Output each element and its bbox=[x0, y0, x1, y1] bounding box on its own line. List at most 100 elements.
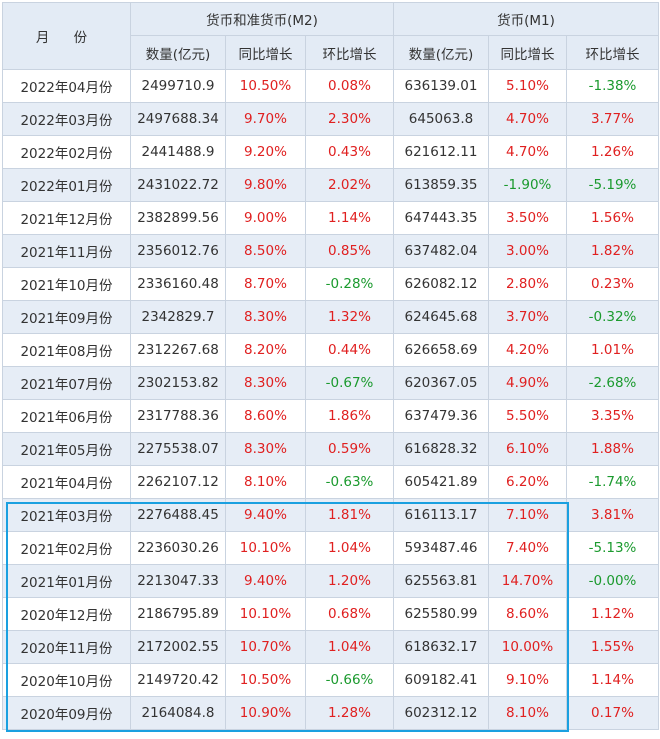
m2-mom-cell: 0.43% bbox=[305, 135, 394, 169]
m1-amount-cell: 620367.05 bbox=[393, 366, 489, 400]
m1-mom-cell: -0.00% bbox=[566, 564, 659, 598]
m1-mom-cell: 3.81% bbox=[566, 498, 659, 532]
m1-mom-cell: 1.26% bbox=[566, 135, 659, 169]
m2-mom-cell: 1.86% bbox=[305, 399, 394, 433]
m1-yoy-cell: 4.70% bbox=[488, 102, 567, 136]
m2-amount-cell: 2164084.8 bbox=[130, 696, 226, 730]
m2-mom-cell: 0.08% bbox=[305, 69, 394, 103]
month-cell: 2021年09月份 bbox=[2, 300, 131, 334]
table-row: 2021年11月份 2356012.76 8.50% 0.85% 637482.04 3.… bbox=[2, 234, 659, 268]
m2-yoy-cell: 8.10% bbox=[225, 465, 306, 499]
m2-amount-cell: 2172002.55 bbox=[130, 630, 226, 664]
table-row: 2020年12月份 2186795.89 10.10% 0.68% 625580.99 8… bbox=[2, 597, 659, 631]
m2-amount-cell: 2336160.48 bbox=[130, 267, 226, 301]
m2-amount-cell: 2497688.34 bbox=[130, 102, 226, 136]
m1-mom-cell: -1.74% bbox=[566, 465, 659, 499]
m1-amount-cell: 609182.41 bbox=[393, 663, 489, 697]
m2-mom-cell: 1.28% bbox=[305, 696, 394, 730]
table-row: 2022年02月份 2441488.9 9.20% 0.43% 621612.11 4.7… bbox=[2, 135, 659, 169]
m1-amount-cell: 618632.17 bbox=[393, 630, 489, 664]
m1-yoy-cell: 5.10% bbox=[488, 69, 567, 103]
m2-yoy-cell: 8.50% bbox=[225, 234, 306, 268]
table-row: 2021年03月份 2276488.45 9.40% 1.81% 616113.17 7.… bbox=[2, 498, 659, 532]
m1-mom-cell: 3.35% bbox=[566, 399, 659, 433]
table-row: 2021年08月份 2312267.68 8.20% 0.44% 626658.69 4.… bbox=[2, 333, 659, 367]
m1-mom-cell: 1.56% bbox=[566, 201, 659, 235]
m2-amount-cell: 2262107.12 bbox=[130, 465, 226, 499]
m1-yoy-header: 同比增长 bbox=[488, 35, 567, 70]
m2-amount-cell: 2312267.68 bbox=[130, 333, 226, 367]
table-row: 2021年04月份 2262107.12 8.10% -0.63% 605421.89 6… bbox=[2, 465, 659, 499]
m2-amount-header: 数量(亿元) bbox=[130, 35, 226, 70]
m1-yoy-cell: 4.90% bbox=[488, 366, 567, 400]
m2-yoy-cell: 10.70% bbox=[225, 630, 306, 664]
month-cell: 2021年02月份 bbox=[2, 531, 131, 565]
m1-mom-cell: -1.38% bbox=[566, 69, 659, 103]
m2-yoy-cell: 9.40% bbox=[225, 564, 306, 598]
table-row: 2021年01月份 2213047.33 9.40% 1.20% 625563.81 14… bbox=[2, 564, 659, 598]
month-cell: 2021年04月份 bbox=[2, 465, 131, 499]
m2-yoy-cell: 9.00% bbox=[225, 201, 306, 235]
m1-yoy-cell: 3.70% bbox=[488, 300, 567, 334]
m1-mom-cell: 1.01% bbox=[566, 333, 659, 367]
table-header: 月 份 货币和准货币(M2) 货币(M1) 数量(亿元) 同比增长 环比增长 数… bbox=[2, 2, 659, 70]
m1-yoy-cell: 6.20% bbox=[488, 465, 567, 499]
m1-yoy-cell: 8.10% bbox=[488, 696, 567, 730]
month-cell: 2021年12月份 bbox=[2, 201, 131, 235]
month-cell: 2021年05月份 bbox=[2, 432, 131, 466]
table-row: 2021年10月份 2336160.48 8.70% -0.28% 626082.12 2… bbox=[2, 267, 659, 301]
table-row: 2021年02月份 2236030.26 10.10% 1.04% 593487.46 7… bbox=[2, 531, 659, 565]
month-column-header: 月 份 bbox=[2, 2, 131, 70]
m1-yoy-cell: 9.10% bbox=[488, 663, 567, 697]
m2-yoy-cell: 10.10% bbox=[225, 597, 306, 631]
m2-mom-cell: 2.30% bbox=[305, 102, 394, 136]
m2-mom-cell: 0.68% bbox=[305, 597, 394, 631]
table-row: 2021年05月份 2275538.07 8.30% 0.59% 616828.32 6.… bbox=[2, 432, 659, 466]
m1-amount-cell: 602312.12 bbox=[393, 696, 489, 730]
month-cell: 2020年09月份 bbox=[2, 696, 131, 730]
m1-yoy-cell: 8.60% bbox=[488, 597, 567, 631]
month-cell: 2022年04月份 bbox=[2, 69, 131, 103]
m2-mom-header: 环比增长 bbox=[305, 35, 394, 70]
m2-mom-cell: 1.14% bbox=[305, 201, 394, 235]
m1-mom-header: 环比增长 bbox=[566, 35, 659, 70]
m2-amount-cell: 2276488.45 bbox=[130, 498, 226, 532]
m2-yoy-cell: 8.60% bbox=[225, 399, 306, 433]
m2-amount-cell: 2382899.56 bbox=[130, 201, 226, 235]
m1-mom-cell: 1.55% bbox=[566, 630, 659, 664]
table-body: 2022年04月份 2499710.9 10.50% 0.08% 636139.01 5.… bbox=[2, 69, 659, 730]
m1-amount-cell: 624645.68 bbox=[393, 300, 489, 334]
m1-amount-cell: 626082.12 bbox=[393, 267, 489, 301]
m2-amount-cell: 2302153.82 bbox=[130, 366, 226, 400]
m2-yoy-cell: 10.90% bbox=[225, 696, 306, 730]
m2-yoy-cell: 10.10% bbox=[225, 531, 306, 565]
m2-mom-cell: 1.20% bbox=[305, 564, 394, 598]
m1-mom-cell: -5.13% bbox=[566, 531, 659, 565]
month-cell: 2021年03月份 bbox=[2, 498, 131, 532]
m2-mom-cell: -0.63% bbox=[305, 465, 394, 499]
m1-yoy-cell: 3.50% bbox=[488, 201, 567, 235]
month-cell: 2021年11月份 bbox=[2, 234, 131, 268]
month-cell: 2022年02月份 bbox=[2, 135, 131, 169]
m1-amount-cell: 593487.46 bbox=[393, 531, 489, 565]
m2-mom-cell: 2.02% bbox=[305, 168, 394, 202]
m1-yoy-cell: 5.50% bbox=[488, 399, 567, 433]
m2-mom-cell: 1.81% bbox=[305, 498, 394, 532]
month-cell: 2020年12月份 bbox=[2, 597, 131, 631]
m1-amount-cell: 616828.32 bbox=[393, 432, 489, 466]
m2-amount-cell: 2441488.9 bbox=[130, 135, 226, 169]
m2-amount-cell: 2186795.89 bbox=[130, 597, 226, 631]
table-row: 2022年04月份 2499710.9 10.50% 0.08% 636139.01 5.… bbox=[2, 69, 659, 103]
table-row: 2020年10月份 2149720.42 10.50% -0.66% 609182.41… bbox=[2, 663, 659, 697]
m1-amount-cell: 625563.81 bbox=[393, 564, 489, 598]
m2-amount-cell: 2213047.33 bbox=[130, 564, 226, 598]
m2-yoy-cell: 8.70% bbox=[225, 267, 306, 301]
m2-amount-cell: 2149720.42 bbox=[130, 663, 226, 697]
m1-amount-cell: 625580.99 bbox=[393, 597, 489, 631]
m1-mom-cell: 1.14% bbox=[566, 663, 659, 697]
table-row: 2021年09月份 2342829.7 8.30% 1.32% 624645.68 3.7… bbox=[2, 300, 659, 334]
m1-amount-cell: 647443.35 bbox=[393, 201, 489, 235]
m1-yoy-cell: 7.40% bbox=[488, 531, 567, 565]
m2-mom-cell: -0.67% bbox=[305, 366, 394, 400]
